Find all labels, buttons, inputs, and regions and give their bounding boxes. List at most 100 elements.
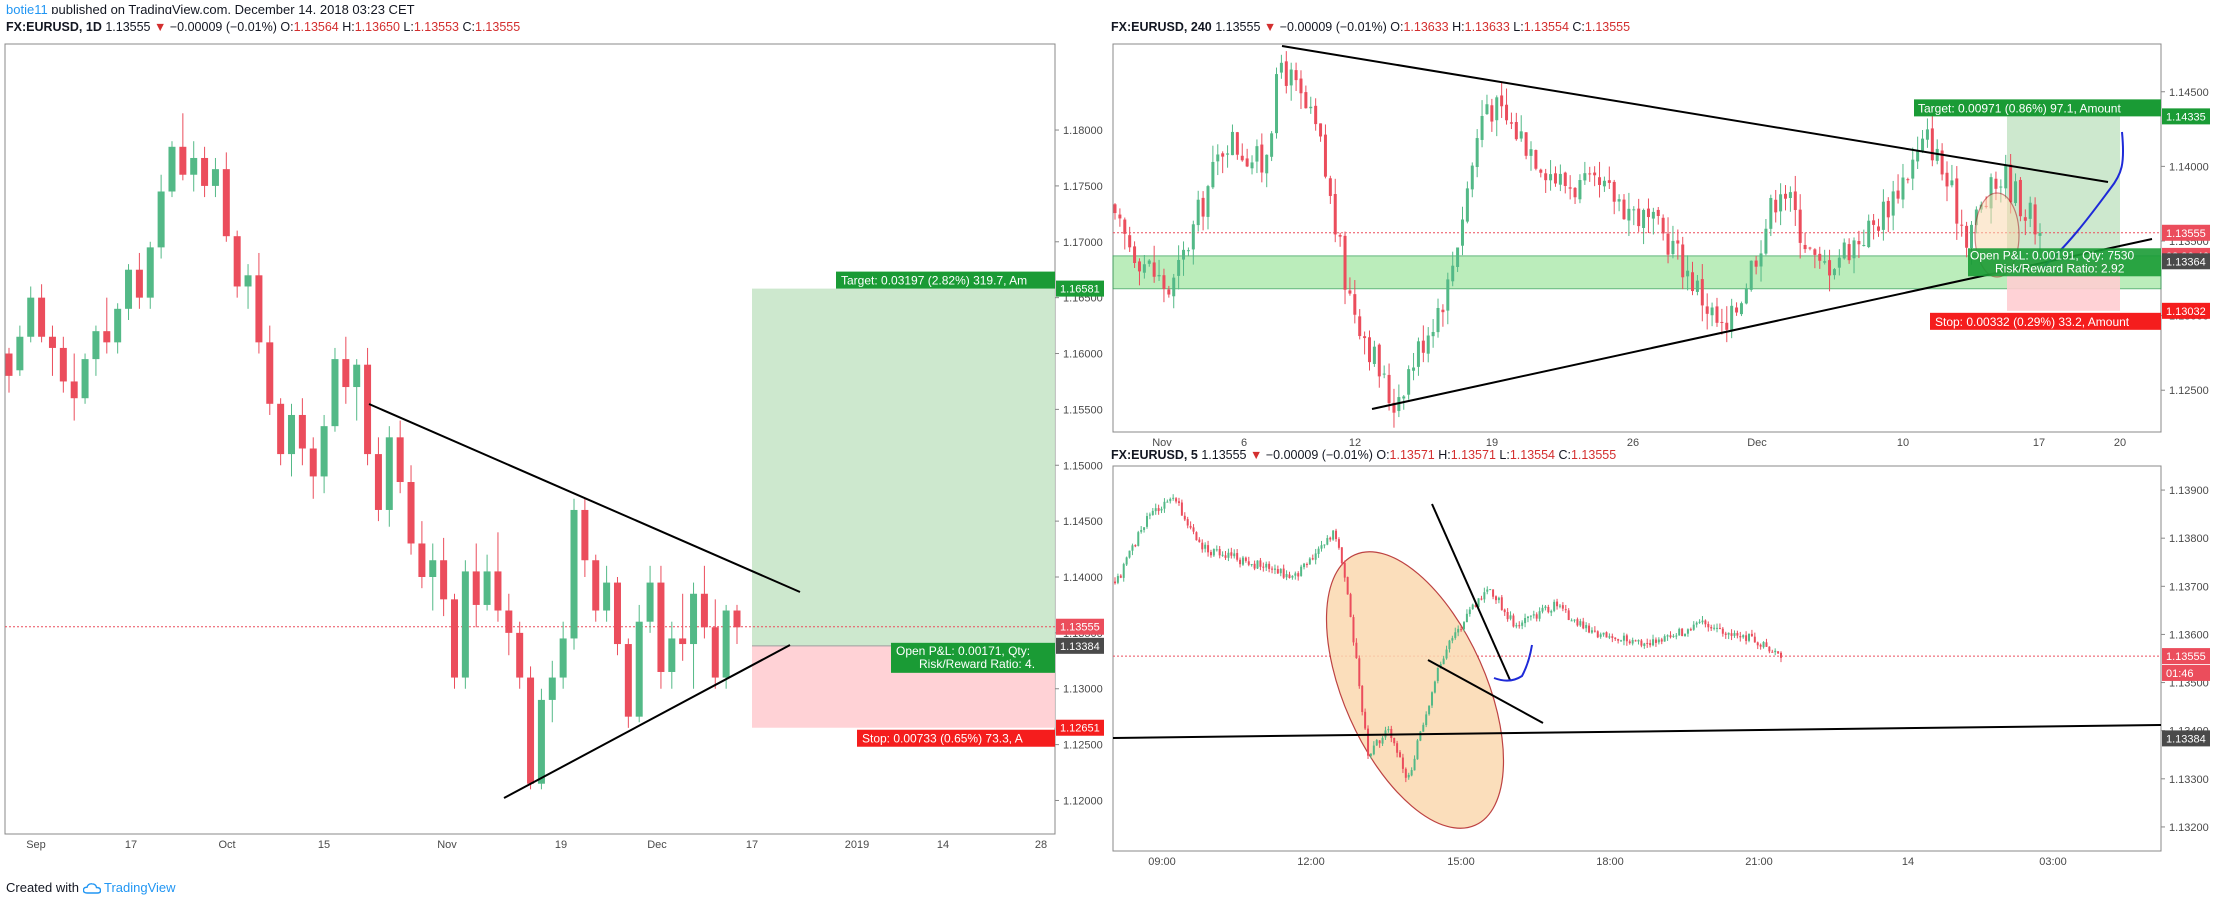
h4-candle-body — [1911, 159, 1915, 179]
h4-candle-body — [1544, 173, 1548, 181]
h4-candle-body — [1470, 165, 1474, 190]
m5-last: 1.13555 — [1201, 448, 1247, 462]
h4-candle-body — [1578, 180, 1582, 200]
daily-candle-body — [201, 157, 209, 186]
daily-close: 1.13555 — [475, 20, 521, 34]
daily-xtick-label: 17 — [125, 839, 137, 851]
daily-chart-svg[interactable]: 1.120001.125001.130001.135001.140001.145… — [0, 14, 1108, 867]
m5-candle-body — [1323, 544, 1326, 546]
m5-candle-body — [1163, 501, 1166, 509]
h4-candle-body — [1891, 191, 1895, 216]
daily-ytick-label: 1.17000 — [1063, 237, 1103, 249]
h4-candle-body — [1950, 180, 1954, 186]
h4-candle-body — [1916, 150, 1920, 162]
m5-candle-body — [1561, 605, 1564, 609]
h4-candle-body — [1779, 194, 1783, 212]
m5-candle-body — [1390, 728, 1393, 739]
h4-xtick-label: 6 — [1241, 437, 1247, 446]
h4-candle-body — [1441, 309, 1445, 313]
m5-candle-body — [1468, 609, 1471, 615]
daily-candle-body — [494, 571, 502, 611]
m5-xtick-label: 12:00 — [1297, 856, 1325, 867]
h4-candle-body — [1279, 62, 1283, 73]
h4-candle-body — [1431, 332, 1435, 337]
h4-target-price-tag-text: 1.14335 — [2166, 111, 2206, 123]
m5-candle-body — [1311, 558, 1314, 560]
m5-candle-body — [1535, 614, 1538, 619]
m5-chart-panel[interactable]: FX:EURUSD, 5 1.13555 ▼ −0.00009 (−0.01%)… — [1110, 448, 2217, 867]
m5-candle-body — [1204, 544, 1207, 549]
h4-candle-body — [1446, 279, 1450, 311]
h4-candle-body — [1367, 337, 1371, 363]
h4-candle-body — [2014, 181, 2018, 204]
m5-candle-body — [1352, 617, 1355, 643]
m5-candle-body — [1718, 628, 1721, 630]
daily-ytick-label: 1.15500 — [1063, 404, 1103, 416]
m5-xtick-label: 09:00 — [1148, 856, 1176, 867]
daily-header: FX:EURUSD, 1D 1.13555 ▼ −0.00009 (−0.01%… — [6, 20, 521, 34]
daily-xtick-label: Oct — [218, 839, 235, 851]
m5-candle-body — [1262, 566, 1265, 568]
m5-candle-body — [1250, 564, 1253, 566]
h4-candle-body — [1289, 69, 1293, 86]
m5-candle-body — [1774, 650, 1777, 653]
daily-xtick-label: 14 — [937, 839, 949, 851]
m5-candle-body — [1500, 597, 1503, 610]
m5-candle-body — [1422, 724, 1425, 732]
m5-candle-body — [1547, 606, 1550, 613]
daily-chart-panel[interactable]: FX:EURUSD, 1D 1.13555 ▼ −0.00009 (−0.01%… — [0, 14, 1108, 867]
m5-candle-body — [1480, 598, 1483, 600]
daily-candle-body — [374, 454, 382, 510]
m5-candle-body — [1692, 624, 1695, 630]
m5-highlight-ellipse — [1325, 551, 1505, 829]
h4-chart-svg[interactable]: 1.125001.130001.135001.140001.14500Nov61… — [1110, 14, 2217, 446]
h4-candle-body — [1196, 199, 1200, 226]
daily-candle-body — [385, 437, 393, 510]
h4-candle-body — [1818, 253, 1822, 261]
h4-candle-body — [1691, 272, 1695, 292]
h4-candle-body — [1720, 321, 1724, 323]
h4-candle-body — [1588, 173, 1592, 175]
m5-candle-body — [1538, 611, 1541, 619]
h4-candle-body — [1235, 132, 1239, 155]
h4-rr-text: Risk/Reward Ratio: 2.92 — [1995, 261, 2125, 275]
m5-candle-body — [1602, 632, 1605, 635]
m5-candle-body — [1282, 568, 1285, 578]
h4-chart-panel[interactable]: FX:EURUSD, 240 1.13555 ▼ −0.00009 (−0.01… — [1110, 14, 2217, 446]
h4-candle-body — [1622, 199, 1626, 220]
daily-target-label-bg — [836, 271, 1055, 289]
daily-candle-body — [668, 638, 676, 672]
daily-stop-label-bg — [857, 729, 1055, 747]
daily-ytick-label: 1.13000 — [1063, 684, 1103, 696]
h4-candle-body — [1681, 244, 1685, 278]
h4-candle-body — [1876, 226, 1880, 231]
daily-candle-body — [353, 364, 361, 388]
tradingview-link[interactable]: TradingView — [104, 880, 176, 895]
h4-candle-body — [2009, 164, 2013, 203]
m5-candle-body — [1227, 552, 1230, 558]
h4-candle-body — [1930, 128, 1934, 161]
m5-candle-body — [1431, 692, 1434, 706]
h4-xtick-label: Dec — [1747, 437, 1767, 446]
h4-candle-body — [1490, 105, 1494, 122]
m5-candle-body — [1218, 549, 1221, 556]
m5-candle-body — [1207, 545, 1210, 553]
m5-candle-body — [1154, 508, 1157, 512]
author-link[interactable]: botje11 — [6, 2, 48, 17]
m5-timer-price-tag-text: 01:46 — [2166, 668, 2194, 680]
down-arrow-icon: ▼ — [1263, 20, 1277, 34]
h4-candle-body — [1539, 169, 1543, 173]
m5-candle-body — [1518, 625, 1521, 627]
daily-candle-body — [211, 169, 219, 186]
m5-candle-body — [1780, 652, 1782, 658]
h4-candle-body — [1553, 173, 1557, 184]
daily-pnl-text: Open P&L: 0.00171, Qty: — [896, 644, 1030, 658]
h4-candle-body — [1284, 61, 1288, 86]
daily-open: 1.13564 — [293, 20, 339, 34]
m5-chart-svg[interactable]: 1.132001.133001.134001.135001.136001.137… — [1110, 448, 2217, 867]
daily-xtick-label: 17 — [746, 839, 758, 851]
m5-candle-body — [1628, 641, 1631, 644]
h4-xtick-label: 19 — [1486, 437, 1498, 446]
daily-ytick-label: 1.15000 — [1063, 460, 1103, 472]
m5-candle-body — [1579, 621, 1582, 626]
